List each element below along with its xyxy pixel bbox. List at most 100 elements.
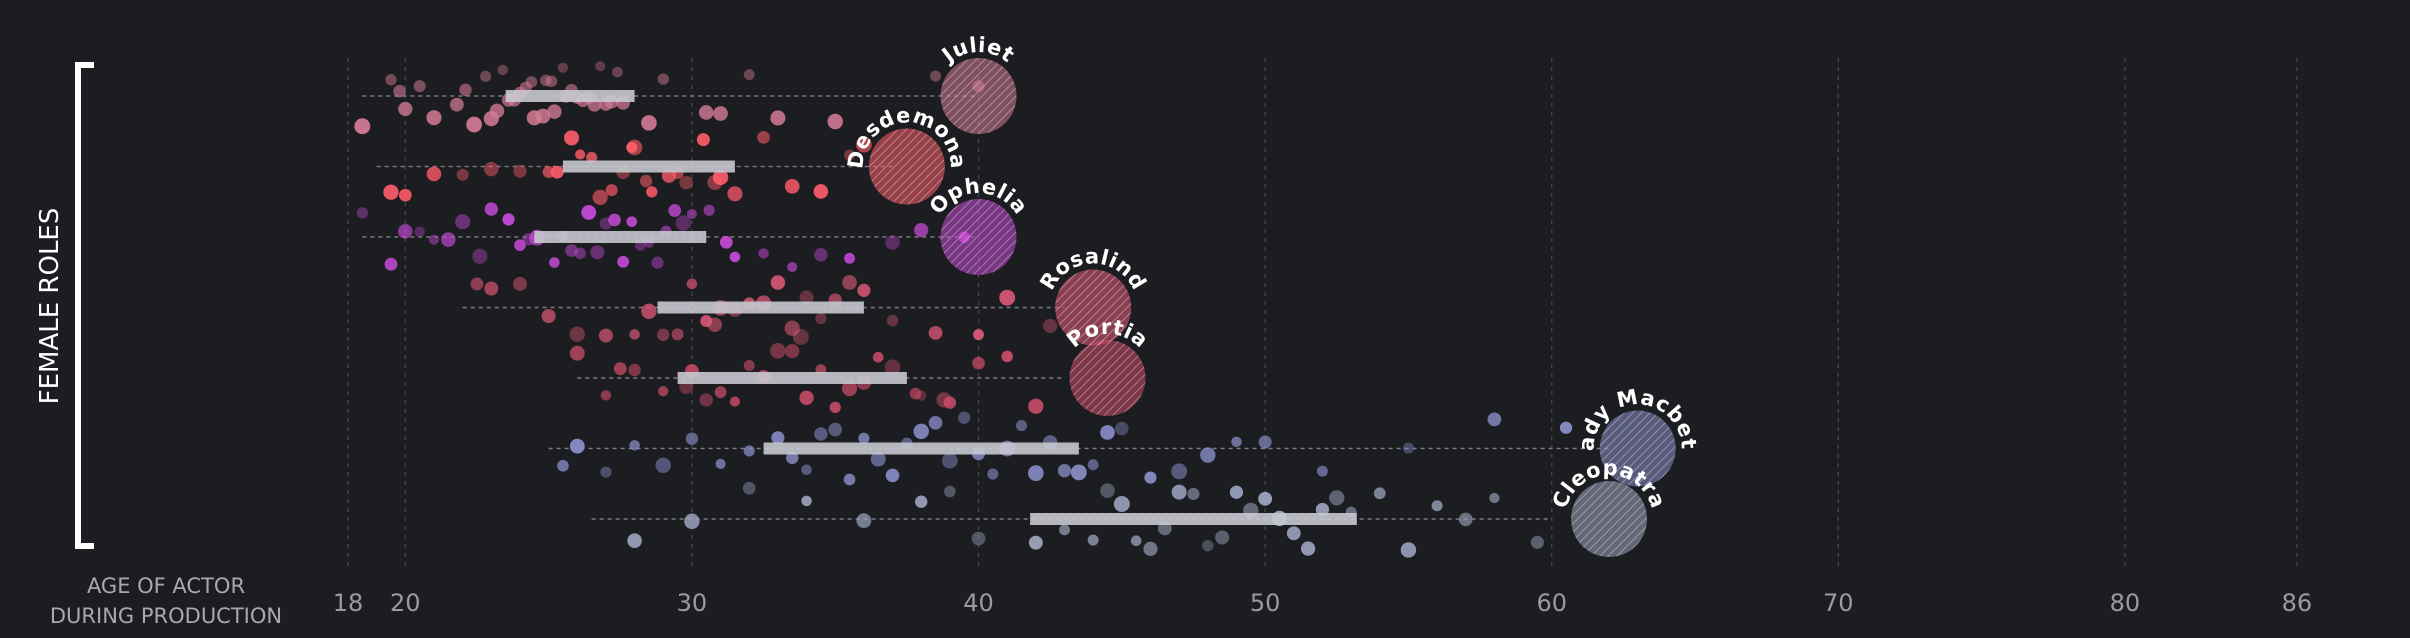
- actor-point: [627, 533, 642, 548]
- actor-point: [719, 235, 733, 249]
- actor-point: [455, 214, 471, 230]
- character-age-hatch: [1599, 410, 1676, 487]
- actor-point: [801, 495, 812, 507]
- actor-point: [828, 422, 843, 437]
- actor-point: [1114, 421, 1129, 436]
- character-age-marker: Juliet: [936, 33, 1019, 134]
- actor-point: [1001, 350, 1013, 363]
- actor-point: [512, 276, 527, 291]
- actor-point: [842, 275, 857, 290]
- actor-point: [1530, 535, 1544, 549]
- actor-point: [626, 216, 638, 227]
- actor-point: [743, 445, 755, 457]
- actor-point: [541, 308, 556, 324]
- character-age-marker: Portia: [1062, 315, 1152, 416]
- actor-point: [909, 387, 922, 400]
- actor-point: [858, 432, 870, 444]
- actor-point: [547, 104, 562, 119]
- character-age-hatch: [1069, 340, 1146, 416]
- actor-point: [1286, 526, 1301, 541]
- actor-point: [844, 149, 856, 161]
- x-axis-label-line: AGE OF ACTOR: [87, 574, 245, 598]
- actor-point: [1143, 541, 1158, 557]
- actor-point: [936, 392, 952, 408]
- actor-point: [1300, 541, 1316, 556]
- actor-point: [743, 359, 755, 371]
- actor-point: [686, 208, 697, 219]
- actor-point: [671, 328, 684, 341]
- actor-point: [384, 257, 398, 271]
- actor-point: [1329, 490, 1345, 506]
- actor-point: [857, 283, 871, 297]
- actor-point: [792, 328, 809, 345]
- character-age-marker: Lady Macbeth: [0, 0, 1700, 487]
- actor-point: [641, 115, 657, 131]
- actor-point: [813, 184, 829, 199]
- character-age-hatch: [1571, 481, 1648, 557]
- actor-point: [569, 438, 585, 454]
- x-tick-label: 60: [1536, 589, 1567, 617]
- y-axis-bracket: [75, 62, 94, 549]
- actor-point: [770, 275, 786, 290]
- actor-point: [356, 207, 369, 219]
- actor-point: [564, 130, 580, 146]
- actor-point: [698, 105, 714, 120]
- actor-point: [600, 390, 612, 401]
- actor-point: [785, 451, 799, 465]
- actor-point: [684, 513, 700, 530]
- actor-point: [628, 363, 641, 377]
- actor-point: [398, 188, 412, 202]
- x-tick-label: 40: [963, 589, 994, 617]
- actor-point: [1431, 500, 1443, 512]
- actor-point: [646, 186, 658, 198]
- actor-point: [414, 226, 425, 237]
- x-tick-label: 30: [677, 589, 708, 617]
- actor-point: [785, 343, 800, 359]
- actor-point: [942, 452, 958, 469]
- actor-point: [655, 457, 671, 474]
- actor-point: [484, 281, 499, 296]
- grid-lines: [347, 58, 2298, 570]
- actor-point: [1087, 534, 1099, 546]
- actor-point: [428, 234, 440, 245]
- actor-point: [398, 224, 413, 239]
- actor-point: [707, 174, 723, 191]
- y-axis-label: FEMALE ROLES: [35, 208, 65, 405]
- character-age-hatch: [1055, 269, 1132, 346]
- actor-point: [1171, 484, 1187, 500]
- actor-point: [413, 80, 426, 93]
- x-tick-label: 70: [1823, 589, 1854, 617]
- actor-point: [586, 151, 598, 164]
- role-row: Desdemona: [376, 103, 970, 205]
- actor-point: [629, 329, 640, 340]
- role-row: Lady Macbeth: [0, 0, 1700, 487]
- x-axis-label-line: DURING PRODUCTION: [50, 604, 282, 628]
- iqr-bar: [677, 372, 907, 384]
- actor-point: [914, 222, 929, 238]
- actor-point: [598, 328, 613, 343]
- iqr-bar: [505, 90, 635, 102]
- actor-point: [354, 118, 371, 135]
- role-row: Juliet: [354, 33, 1019, 135]
- x-tick-label: 50: [1250, 589, 1281, 617]
- actor-point: [1258, 435, 1272, 449]
- actor-point: [799, 290, 814, 305]
- actor-point: [757, 130, 770, 144]
- actor-point: [1458, 512, 1473, 527]
- actor-point: [696, 133, 710, 147]
- actor-point: [742, 481, 756, 495]
- actor-point: [1027, 465, 1044, 482]
- actor-point: [886, 314, 899, 327]
- actor-point: [844, 252, 856, 264]
- actor-point: [385, 74, 397, 86]
- role-row: Ophelia: [356, 174, 1032, 275]
- actor-point: [1187, 487, 1200, 501]
- actor-point: [715, 458, 726, 470]
- iqr-bar: [763, 442, 1079, 455]
- actor-point: [784, 320, 800, 336]
- actor-point: [712, 169, 729, 186]
- character-age-hatch: [940, 199, 1017, 275]
- actor-point: [513, 164, 527, 178]
- actor-point: [574, 247, 586, 260]
- actor-point: [639, 174, 653, 188]
